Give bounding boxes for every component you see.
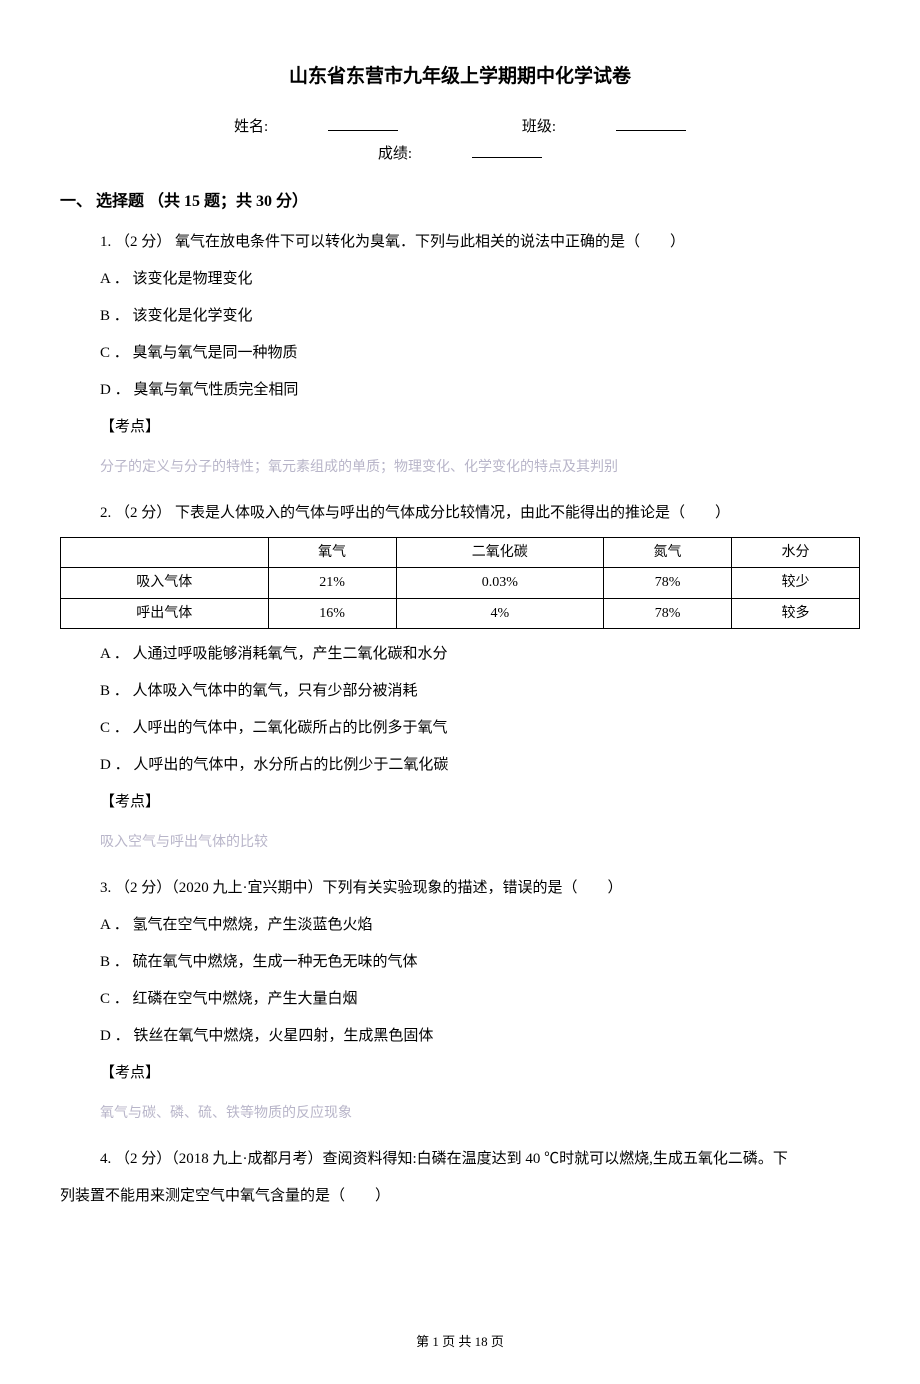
- table-cell: 水分: [732, 538, 860, 568]
- q4-stem-line2: 列装置不能用来测定空气中氧气含量的是（ ）: [60, 1183, 860, 1210]
- q3-kaodian-label: 【考点】: [100, 1060, 860, 1087]
- question-3: 3. （2 分）（2020 九上·宜兴期中）下列有关实验现象的描述，错误的是（ …: [60, 875, 860, 1126]
- q1-option-c: C ． 臭氧与氧气是同一种物质: [100, 340, 860, 367]
- q1-option-d: D ． 臭氧与氧气性质完全相同: [100, 377, 860, 404]
- q3-stem: 3. （2 分）（2020 九上·宜兴期中）下列有关实验现象的描述，错误的是（ …: [100, 875, 860, 902]
- table-cell: 21%: [268, 568, 396, 598]
- question-4: 4. （2 分）（2018 九上·成都月考）查阅资料得知:白磷在温度达到 40 …: [60, 1146, 860, 1173]
- question-2-options: A ． 人通过呼吸能够消耗氧气，产生二氧化碳和水分 B ． 人体吸入气体中的氧气…: [60, 641, 860, 855]
- q1-stem: 1. （2 分） 氧气在放电条件下可以转化为臭氧．下列与此相关的说法中正确的是（…: [100, 229, 860, 256]
- q4-stem-line1: 4. （2 分）（2018 九上·成都月考）查阅资料得知:白磷在温度达到 40 …: [100, 1151, 788, 1167]
- table-cell: [61, 538, 269, 568]
- q2-kaodian-label: 【考点】: [100, 789, 860, 816]
- table-cell: 二氧化碳: [396, 538, 604, 568]
- q3-kaodian-text: 氧气与碳、磷、硫、铁等物质的反应现象: [100, 1101, 860, 1126]
- table-cell: 78%: [604, 568, 732, 598]
- table-cell: 氮气: [604, 538, 732, 568]
- q2-stem: 2. （2 分） 下表是人体吸入的气体与呼出的气体成分比较情况，由此不能得出的推…: [100, 500, 860, 527]
- table-cell: 78%: [604, 598, 732, 628]
- q3-option-d: D ． 铁丝在氧气中燃烧，火星四射，生成黑色固体: [100, 1023, 860, 1050]
- table-row: 吸入气体 21% 0.03% 78% 较少: [61, 568, 860, 598]
- q3-option-b: B ． 硫在氧气中燃烧，生成一种无色无味的气体: [100, 949, 860, 976]
- q1-option-a: A ． 该变化是物理变化: [100, 266, 860, 293]
- page-footer: 第 1 页 共 18 页: [60, 1330, 860, 1353]
- class-field: 班级:: [492, 114, 716, 141]
- q1-kaodian-text: 分子的定义与分子的特性；氧元素组成的单质；物理变化、化学变化的特点及其判别: [100, 455, 860, 480]
- student-info-line: 姓名: 班级: 成绩:: [60, 114, 860, 168]
- table-cell: 呼出气体: [61, 598, 269, 628]
- table-cell: 4%: [396, 598, 604, 628]
- table-row: 呼出气体 16% 4% 78% 较多: [61, 598, 860, 628]
- section-1-header: 一、 选择题 （共 15 题；共 30 分）: [60, 188, 860, 217]
- table-cell: 较少: [732, 568, 860, 598]
- q2-option-b: B ． 人体吸入气体中的氧气，只有少部分被消耗: [100, 678, 860, 705]
- q3-option-a: A ． 氢气在空气中燃烧，产生淡蓝色火焰: [100, 912, 860, 939]
- q2-kaodian-text: 吸入空气与呼出气体的比较: [100, 830, 860, 855]
- name-field: 姓名:: [204, 114, 428, 141]
- question-1: 1. （2 分） 氧气在放电条件下可以转化为臭氧．下列与此相关的说法中正确的是（…: [60, 229, 860, 480]
- q3-option-c: C ． 红磷在空气中燃烧，产生大量白烟: [100, 986, 860, 1013]
- q2-option-d: D ． 人呼出的气体中，水分所占的比例少于二氧化碳: [100, 752, 860, 779]
- q1-kaodian-label: 【考点】: [100, 414, 860, 441]
- question-2: 2. （2 分） 下表是人体吸入的气体与呼出的气体成分比较情况，由此不能得出的推…: [60, 500, 860, 527]
- table-cell: 吸入气体: [61, 568, 269, 598]
- table-cell: 16%: [268, 598, 396, 628]
- table-cell: 0.03%: [396, 568, 604, 598]
- exam-title: 山东省东营市九年级上学期期中化学试卷: [60, 60, 860, 94]
- q2-table: 氧气 二氧化碳 氮气 水分 吸入气体 21% 0.03% 78% 较少 呼出气体…: [60, 537, 860, 629]
- table-row: 氧气 二氧化碳 氮气 水分: [61, 538, 860, 568]
- q2-option-a: A ． 人通过呼吸能够消耗氧气，产生二氧化碳和水分: [100, 641, 860, 668]
- table-cell: 氧气: [268, 538, 396, 568]
- score-field: 成绩:: [348, 141, 572, 168]
- q2-option-c: C ． 人呼出的气体中，二氧化碳所占的比例多于氧气: [100, 715, 860, 742]
- table-cell: 较多: [732, 598, 860, 628]
- q1-option-b: B ． 该变化是化学变化: [100, 303, 860, 330]
